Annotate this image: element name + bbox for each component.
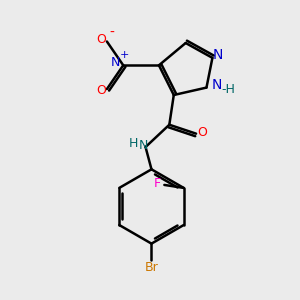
Text: -H: -H	[221, 82, 235, 96]
Text: N: N	[212, 78, 222, 92]
Text: H: H	[128, 137, 138, 150]
Text: F: F	[154, 177, 161, 190]
Text: O: O	[97, 33, 106, 46]
Text: N: N	[111, 56, 121, 69]
Text: Br: Br	[145, 261, 158, 274]
Text: O: O	[198, 126, 208, 139]
Text: N: N	[213, 49, 223, 62]
Text: N: N	[139, 139, 148, 152]
Text: O: O	[97, 84, 106, 97]
Text: +: +	[120, 50, 129, 60]
Text: -: -	[110, 26, 115, 40]
